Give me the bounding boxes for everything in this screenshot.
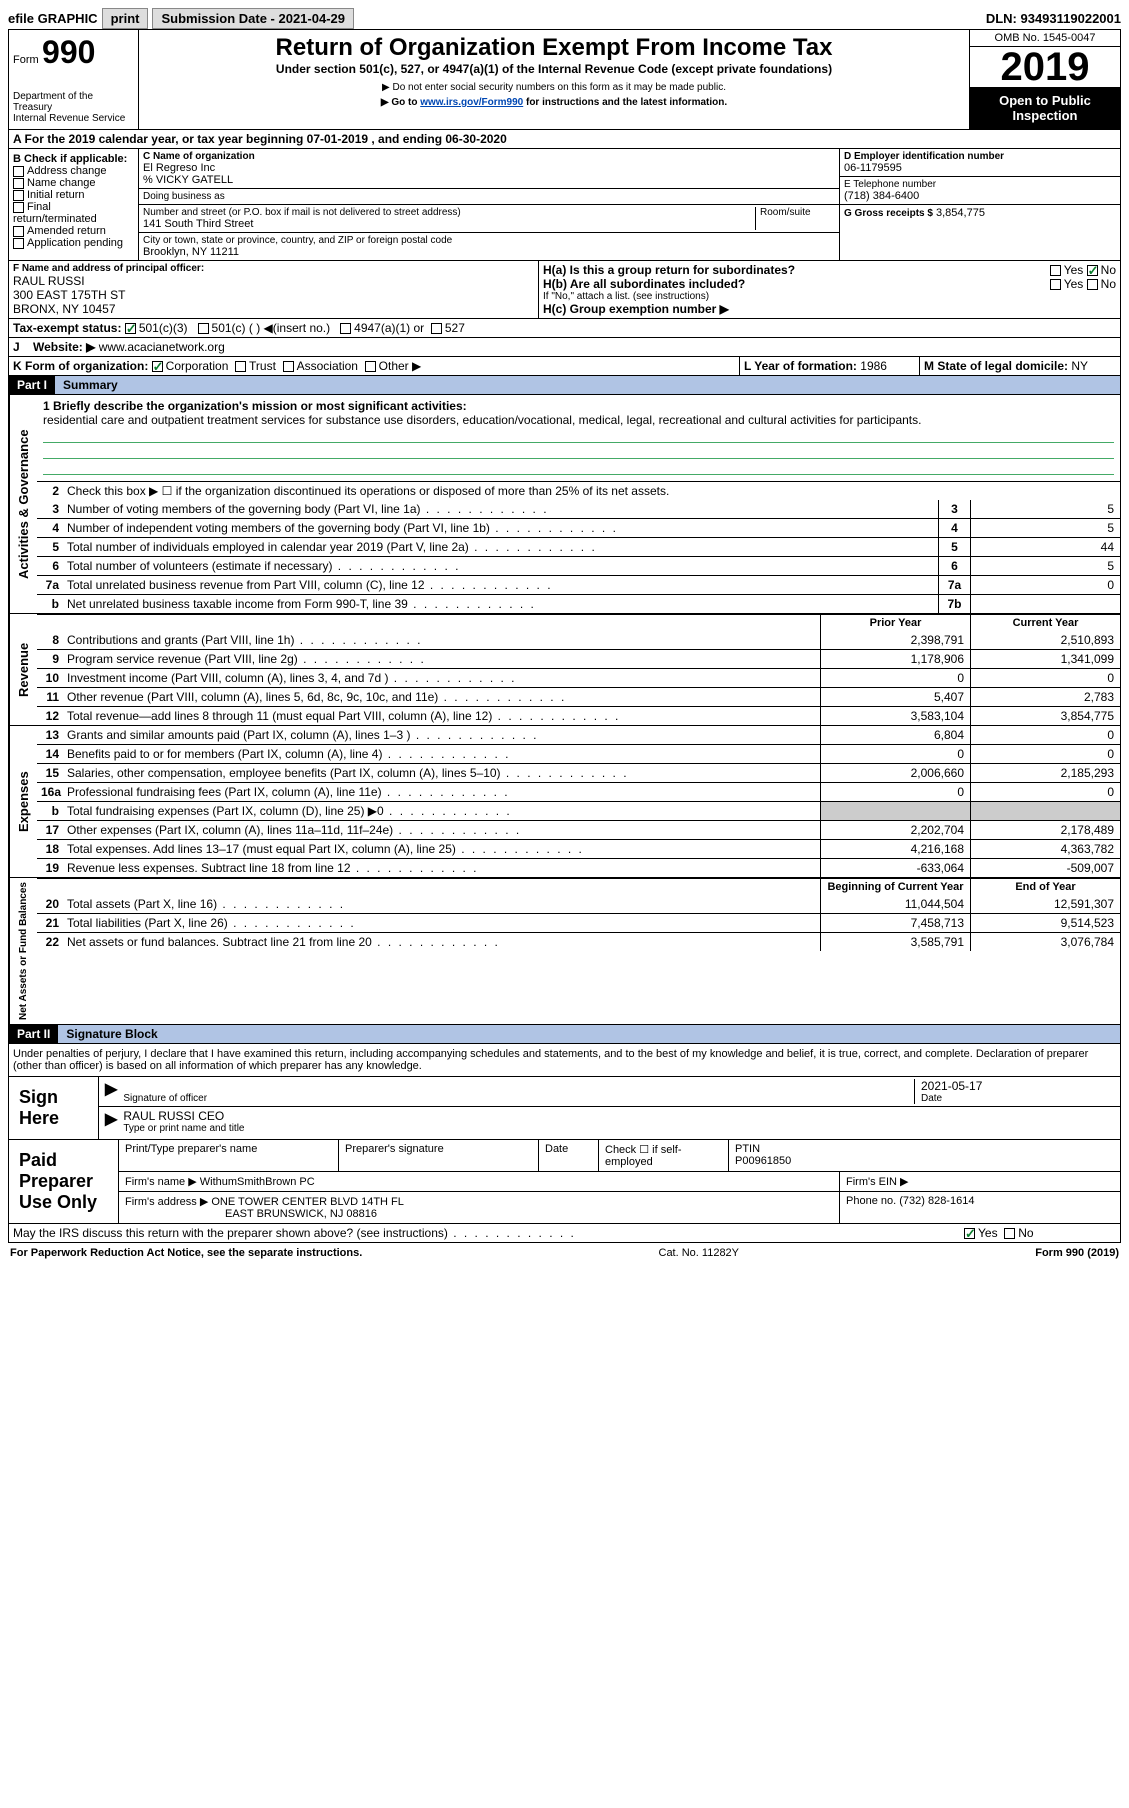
row-klm: K Form of organization: Corporation Trus… xyxy=(8,357,1121,376)
part1-header: Part I Summary xyxy=(8,376,1121,395)
section-net-assets: Net Assets or Fund Balances Beginning of… xyxy=(8,878,1121,1025)
summary-line: 7aTotal unrelated business revenue from … xyxy=(37,575,1120,594)
form-title: Return of Organization Exempt From Incom… xyxy=(143,34,965,62)
section-expenses: Expenses 13Grants and similar amounts pa… xyxy=(8,726,1121,878)
dba-label: Doing business as xyxy=(139,189,839,205)
summary-line: 3Number of voting members of the governi… xyxy=(37,500,1120,518)
form990-link[interactable]: www.irs.gov/Form990 xyxy=(420,97,523,108)
summary-line: 5Total number of individuals employed in… xyxy=(37,537,1120,556)
sig-date: 2021-05-17 xyxy=(921,1079,1114,1093)
footer: For Paperwork Reduction Act Notice, see … xyxy=(8,1243,1121,1263)
chk-amended: Amended return xyxy=(13,225,134,237)
part2-header: Part II Signature Block xyxy=(8,1025,1121,1044)
summary-line: bNet unrelated business taxable income f… xyxy=(37,594,1120,613)
dln: DLN: 93493119022001 xyxy=(986,11,1121,26)
chk-address: Address change xyxy=(13,165,134,177)
paid-preparer-block: Paid Preparer Use Only Print/Type prepar… xyxy=(8,1140,1121,1224)
form-version: Form 990 (2019) xyxy=(1035,1247,1119,1259)
section-governance: Activities & Governance 1 Briefly descri… xyxy=(8,395,1121,614)
row-tax-exempt: Tax-exempt status: 501(c)(3) 501(c) ( ) … xyxy=(8,319,1121,338)
chk-name: Name change xyxy=(13,177,134,189)
org-name: El Regreso Inc xyxy=(143,162,835,174)
summary-line: 20Total assets (Part X, line 16)11,044,5… xyxy=(37,895,1120,913)
officer-name: RAUL RUSSI xyxy=(13,274,534,288)
arrow-icon: ▶ xyxy=(105,1109,117,1134)
room-suite: Room/suite xyxy=(755,207,835,230)
mission-text: residential care and outpatient treatmen… xyxy=(43,413,1114,427)
firm-name: WithumSmithBrown PC xyxy=(200,1176,315,1188)
sign-here-block: Sign Here ▶ Signature of officer 2021-05… xyxy=(8,1077,1121,1140)
summary-line: 16aProfessional fundraising fees (Part I… xyxy=(37,782,1120,801)
summary-line: 14Benefits paid to or for members (Part … xyxy=(37,744,1120,763)
chk-initial: Initial return xyxy=(13,189,134,201)
state-domicile: NY xyxy=(1071,359,1088,373)
firm-phone: (732) 828-1614 xyxy=(899,1195,974,1207)
ein: 06-1179595 xyxy=(844,162,1116,174)
officer-name-title: RAUL RUSSI CEO xyxy=(123,1109,1114,1123)
gross-receipts: 3,854,775 xyxy=(936,207,985,219)
print-button[interactable]: print xyxy=(102,8,149,29)
efile-label: efile GRAPHIC xyxy=(8,11,98,26)
firm-addr2: EAST BRUNSWICK, NJ 08816 xyxy=(225,1208,377,1220)
row-j-website: J Website: ▶ www.acacianetwork.org xyxy=(8,338,1121,357)
summary-line: 10Investment income (Part VIII, column (… xyxy=(37,668,1120,687)
group-exemption: H(c) Group exemption number ▶ xyxy=(543,302,1116,316)
form-header: Form 990 Department of the Treasury Inte… xyxy=(8,29,1121,130)
row-a-period: A For the 2019 calendar year, or tax yea… xyxy=(8,130,1121,149)
summary-line: 17Other expenses (Part IX, column (A), l… xyxy=(37,820,1120,839)
officer-addr1: 300 EAST 175TH ST xyxy=(13,288,534,302)
submission-date: Submission Date - 2021-04-29 xyxy=(152,8,354,29)
tax-year: 2019 xyxy=(970,47,1120,87)
summary-line: 13Grants and similar amounts paid (Part … xyxy=(37,726,1120,744)
chk-final: Final return/terminated xyxy=(13,201,134,225)
form-number: 990 xyxy=(42,34,95,70)
open-public: Open to Public Inspection xyxy=(970,87,1120,129)
box-b: B Check if applicable: Address change Na… xyxy=(9,149,139,260)
note-ssn: ▶ Do not enter social security numbers o… xyxy=(143,82,965,93)
summary-line: bTotal fundraising expenses (Part IX, co… xyxy=(37,801,1120,820)
form-subtitle: Under section 501(c), 527, or 4947(a)(1)… xyxy=(143,62,965,76)
summary-line: 6Total number of volunteers (estimate if… xyxy=(37,556,1120,575)
box-deg: D Employer identification number 06-1179… xyxy=(840,149,1120,260)
summary-line: 8Contributions and grants (Part VIII, li… xyxy=(37,631,1120,649)
form-label: Form xyxy=(13,54,39,66)
summary-line: 19Revenue less expenses. Subtract line 1… xyxy=(37,858,1120,877)
summary-line: 4Number of independent voting members of… xyxy=(37,518,1120,537)
website: www.acacianetwork.org xyxy=(99,340,225,354)
city-state-zip: Brooklyn, NY 11211 xyxy=(143,246,835,258)
firm-ein: Firm's EIN ▶ xyxy=(840,1172,1120,1191)
year-formation: 1986 xyxy=(860,359,887,373)
summary-line: 9Program service revenue (Part VIII, lin… xyxy=(37,649,1120,668)
officer-addr2: BRONX, NY 10457 xyxy=(13,302,534,316)
firm-addr1: ONE TOWER CENTER BLVD 14TH FL xyxy=(211,1196,404,1208)
arrow-icon: ▶ xyxy=(105,1079,117,1104)
summary-line: 18Total expenses. Add lines 13–17 (must … xyxy=(37,839,1120,858)
box-c: C Name of organization El Regreso Inc % … xyxy=(139,149,840,260)
top-bar: efile GRAPHIC print Submission Date - 20… xyxy=(8,8,1121,29)
summary-line: 12Total revenue—add lines 8 through 11 (… xyxy=(37,706,1120,725)
section-revenue: Revenue Prior YearCurrent Year 8Contribu… xyxy=(8,614,1121,726)
street-address: 141 South Third Street xyxy=(143,218,755,230)
cat-no: Cat. No. 11282Y xyxy=(362,1247,1035,1259)
telephone: (718) 384-6400 xyxy=(844,190,1116,202)
section-fh: F Name and address of principal officer:… xyxy=(8,261,1121,319)
ptin: P00961850 xyxy=(735,1155,1114,1167)
perjury-text: Under penalties of perjury, I declare th… xyxy=(8,1044,1121,1077)
summary-line: 21Total liabilities (Part X, line 26)7,4… xyxy=(37,913,1120,932)
discuss-row: May the IRS discuss this return with the… xyxy=(8,1224,1121,1243)
chk-pending: Application pending xyxy=(13,237,134,249)
summary-line: 22Net assets or fund balances. Subtract … xyxy=(37,932,1120,951)
summary-line: 11Other revenue (Part VIII, column (A), … xyxy=(37,687,1120,706)
dept-treasury: Department of the Treasury Internal Reve… xyxy=(13,91,134,124)
care-of: % VICKY GATELL xyxy=(143,174,835,186)
note-goto: ▶ Go to www.irs.gov/Form990 for instruct… xyxy=(143,97,965,108)
section-bcde: B Check if applicable: Address change Na… xyxy=(8,149,1121,261)
summary-line: 15Salaries, other compensation, employee… xyxy=(37,763,1120,782)
